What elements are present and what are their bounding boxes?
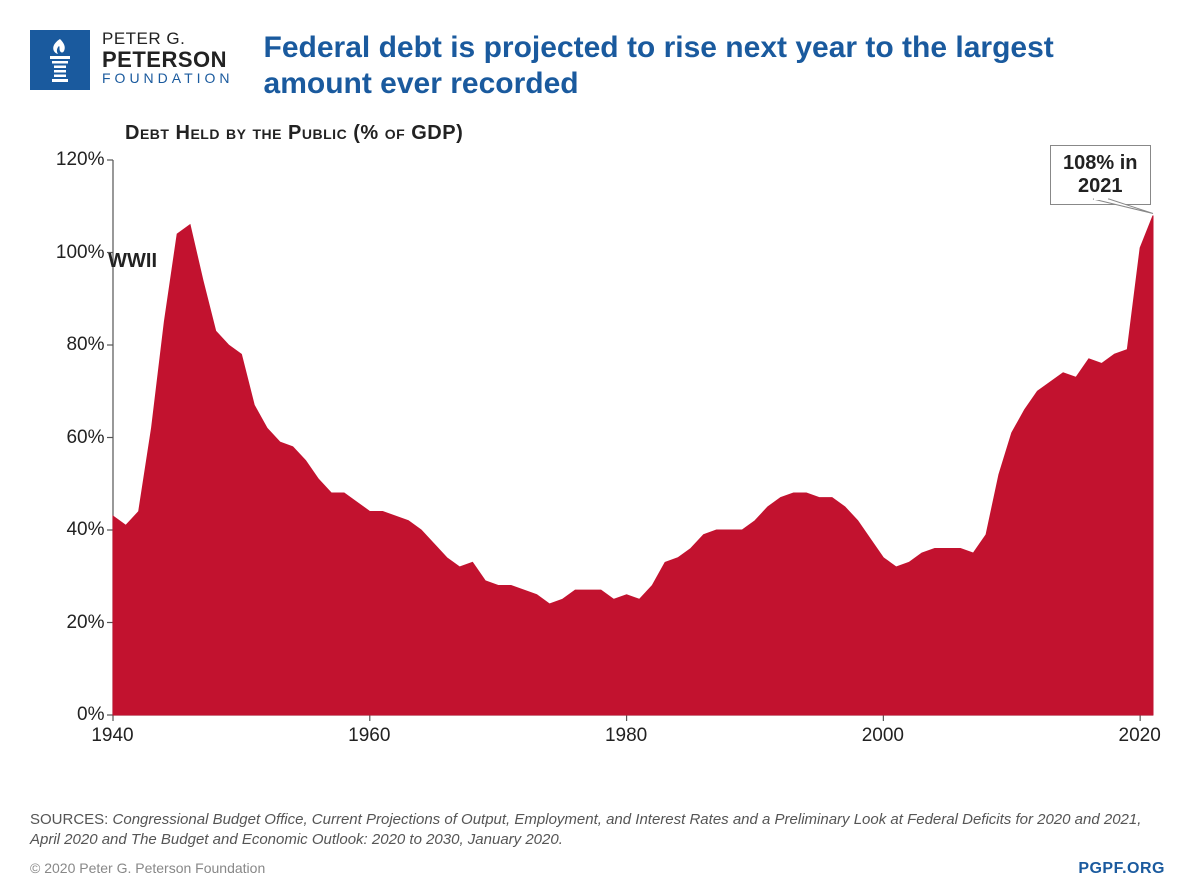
copyright-text: © 2020 Peter G. Peterson Foundation [30,860,265,876]
brand-line3: FOUNDATION [102,71,234,86]
sources-body: Congressional Budget Office, Current Pro… [30,811,1141,848]
chart-subtitle: Debt Held by the Public (% of GDP) [125,122,1165,145]
sources-lead: SOURCES: [30,811,113,828]
chart-title: Federal debt is projected to rise next y… [264,30,1084,102]
brand-line2: PETERSON [102,48,234,71]
area-chart: 0%20%40%60%80%100%120% 19401960198020002… [33,150,1163,745]
pgpf-link[interactable]: PGPF.ORG [1078,860,1165,878]
brand-line1: PETER G. [102,30,234,48]
brand-logo: PETER G. PETERSON FOUNDATION [30,30,234,90]
torch-icon [30,30,90,90]
sources-text: SOURCES: Congressional Budget Office, Cu… [30,810,1165,851]
